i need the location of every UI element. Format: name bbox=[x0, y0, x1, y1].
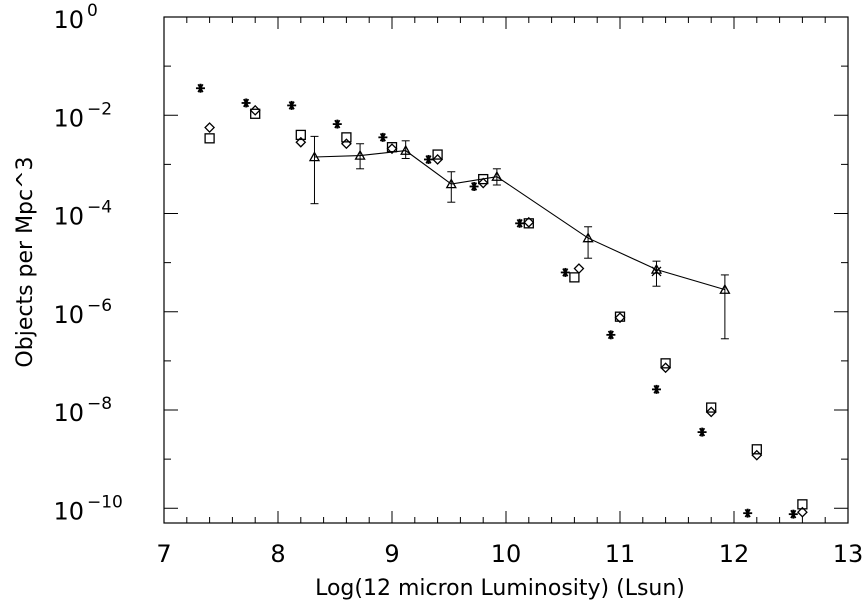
square-point bbox=[569, 272, 580, 283]
asterisk-point bbox=[560, 267, 570, 277]
plot-frame bbox=[163, 16, 849, 524]
square-series bbox=[204, 108, 808, 510]
error-bar bbox=[401, 140, 410, 159]
y-tick-exponent: −8 bbox=[87, 394, 112, 414]
y-tick-base: 10 bbox=[53, 301, 84, 329]
y-tick-label: 10 −2 bbox=[53, 99, 112, 132]
triangle-point bbox=[308, 151, 321, 162]
asterisk-point bbox=[788, 509, 798, 519]
y-tick-label: 10 −10 bbox=[53, 492, 122, 525]
y-tick-base: 10 bbox=[53, 104, 84, 132]
y-tick-label: 10 0 bbox=[53, 1, 97, 34]
x-tick-label: 8 bbox=[270, 540, 285, 568]
asterisk-point bbox=[287, 100, 297, 110]
asterisk-point bbox=[515, 218, 525, 228]
diamond-point bbox=[523, 216, 535, 228]
triangle-point bbox=[491, 170, 503, 181]
square-point bbox=[660, 358, 671, 369]
square-point bbox=[204, 133, 215, 144]
x-tick-label: 9 bbox=[384, 540, 399, 568]
x-tick-label: 10 bbox=[491, 540, 522, 568]
cross-point bbox=[651, 266, 662, 277]
square-point bbox=[706, 402, 717, 413]
y-tick-exponent: 0 bbox=[87, 1, 98, 21]
y-tick-base: 10 bbox=[53, 6, 84, 34]
asterisk-point bbox=[423, 154, 433, 164]
y-tick-exponent: −6 bbox=[87, 296, 112, 316]
error-bar bbox=[447, 171, 456, 203]
x-tick-label: 7 bbox=[156, 540, 171, 568]
diamond-point bbox=[432, 154, 444, 165]
asterisk-point bbox=[606, 330, 616, 340]
diamond-point bbox=[204, 122, 216, 133]
asterisk-point bbox=[332, 119, 342, 129]
triangle-series bbox=[308, 135, 731, 340]
x-tick-label: 11 bbox=[605, 540, 636, 568]
square-point bbox=[250, 108, 261, 119]
x-tick-label: 13 bbox=[833, 540, 864, 568]
plot-axes bbox=[163, 16, 849, 524]
triangle-point bbox=[400, 144, 412, 155]
diamond-point bbox=[295, 136, 307, 148]
diamond-point bbox=[614, 312, 626, 324]
asterisk-point bbox=[469, 181, 479, 191]
asterisk-series bbox=[195, 83, 798, 519]
square-point bbox=[523, 218, 534, 229]
asterisk-point bbox=[378, 132, 388, 142]
triangle-point bbox=[719, 283, 731, 294]
y-tick-base: 10 bbox=[53, 497, 84, 525]
asterisk-point bbox=[651, 384, 661, 394]
diamond-point bbox=[660, 362, 672, 374]
diamond-point bbox=[386, 143, 398, 155]
diamond-point bbox=[249, 104, 261, 116]
triangle-point bbox=[354, 149, 366, 160]
square-point bbox=[432, 149, 443, 160]
diamond-point bbox=[340, 138, 352, 150]
asterisk-point bbox=[743, 508, 753, 518]
error-bar bbox=[584, 226, 593, 259]
x-axis-label: Log(12 micron Luminosity) (Lsun) bbox=[315, 576, 685, 601]
x-tick-label: 12 bbox=[719, 540, 750, 568]
y-tick-label: 10 −8 bbox=[53, 394, 112, 427]
y-axis-label: Objects per Mpc^3 bbox=[13, 156, 38, 367]
y-tick-exponent: −10 bbox=[87, 492, 123, 512]
asterisk-point bbox=[241, 98, 251, 108]
square-point bbox=[614, 311, 626, 322]
series-line bbox=[314, 150, 726, 291]
diamond-point bbox=[477, 177, 489, 189]
data-series bbox=[195, 83, 808, 519]
square-point bbox=[295, 129, 306, 141]
asterisk-point bbox=[697, 427, 707, 437]
square-point bbox=[751, 444, 762, 455]
y-tick-exponent: −2 bbox=[87, 99, 112, 119]
diamond-point bbox=[796, 506, 808, 518]
y-tick-base: 10 bbox=[53, 399, 84, 427]
x-tick-labels: 7 8 9 10 11 12 13 bbox=[156, 540, 863, 568]
asterisk-point bbox=[195, 83, 205, 93]
triangle-point bbox=[445, 178, 457, 189]
diamond-point bbox=[573, 263, 585, 274]
diamond-point bbox=[705, 406, 717, 418]
triangle-point bbox=[582, 232, 594, 243]
square-point bbox=[341, 132, 352, 143]
y-tick-base: 10 bbox=[53, 203, 84, 231]
y-tick-label: 10 −6 bbox=[53, 296, 112, 329]
error-bar bbox=[310, 135, 319, 205]
square-point bbox=[797, 499, 808, 510]
y-tick-label: 10 −4 bbox=[53, 198, 112, 231]
y-tick-exponent: −4 bbox=[87, 198, 112, 218]
diamond-point bbox=[751, 449, 763, 461]
cross-series bbox=[651, 266, 662, 277]
error-bar bbox=[356, 143, 365, 170]
diamond-series bbox=[204, 104, 808, 518]
